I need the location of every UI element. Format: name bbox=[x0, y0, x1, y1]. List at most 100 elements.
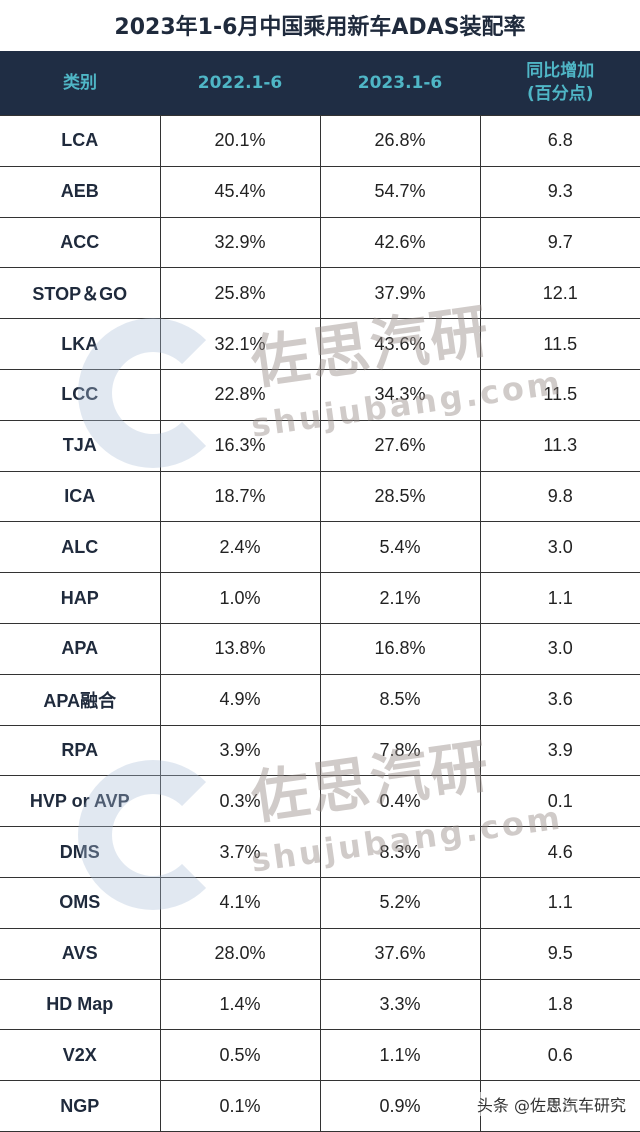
table-row: ACC 32.9% 42.6% 9.7 bbox=[0, 216, 640, 269]
cell-increase: 1.1 bbox=[479, 572, 640, 624]
cell-category: ALC bbox=[0, 521, 161, 574]
cell-increase: 3.0 bbox=[479, 622, 640, 675]
table-row: ALC 2.4% 5.4% 3.0 bbox=[0, 521, 640, 574]
table-row: LCC 22.8% 34.3% 11.5 bbox=[0, 368, 640, 421]
cell-2023: 0.9% bbox=[319, 1080, 481, 1132]
table-row: LKA 32.1% 43.6% 11.5 bbox=[0, 318, 640, 370]
table-row: STOP＆GO 25.8% 37.9% 12.1 bbox=[0, 267, 640, 320]
cell-2023: 26.8% bbox=[319, 115, 481, 167]
cell-category: LKA bbox=[0, 318, 161, 370]
table-row: HVP or AVP 0.3% 0.4% 0.1 bbox=[0, 775, 640, 828]
cell-2022: 0.3% bbox=[159, 775, 321, 828]
cell-increase: 6.8 bbox=[479, 115, 640, 167]
cell-category: HVP or AVP bbox=[0, 775, 161, 828]
source-credit: 头条 @佐思汽车研究 bbox=[476, 1092, 626, 1116]
cell-increase: 3.6 bbox=[479, 673, 640, 726]
cell-2022: 2.4% bbox=[159, 521, 321, 574]
table-row: APA 13.8% 16.8% 3.0 bbox=[0, 622, 640, 675]
cell-category: HAP bbox=[0, 572, 161, 624]
cell-increase: 11.5 bbox=[479, 318, 640, 370]
cell-2022: 32.1% bbox=[159, 318, 321, 370]
cell-category: DMS bbox=[0, 826, 161, 878]
cell-increase: 11.3 bbox=[479, 419, 640, 472]
cell-category: HD Map bbox=[0, 978, 161, 1031]
cell-2022: 32.9% bbox=[159, 216, 321, 269]
table-row: V2X 0.5% 1.1% 0.6 bbox=[0, 1029, 640, 1082]
cell-increase: 11.5 bbox=[479, 368, 640, 421]
cell-2022: 13.8% bbox=[159, 622, 321, 675]
cell-increase: 3.0 bbox=[479, 521, 640, 574]
header-category: 类别 bbox=[0, 51, 160, 116]
table-row: TJA 16.3% 27.6% 11.3 bbox=[0, 419, 640, 472]
cell-category: V2X bbox=[0, 1029, 161, 1082]
cell-increase: 9.8 bbox=[479, 470, 640, 523]
cell-category: RPA bbox=[0, 724, 161, 777]
cell-category: OMS bbox=[0, 876, 161, 929]
cell-category: LCA bbox=[0, 115, 161, 167]
cell-2022: 25.8% bbox=[159, 267, 321, 320]
cell-2023: 0.4% bbox=[319, 775, 481, 828]
cell-2022: 1.4% bbox=[159, 978, 321, 1031]
cell-category: ICA bbox=[0, 470, 161, 523]
cell-2023: 37.6% bbox=[319, 927, 481, 980]
table-row: HD Map 1.4% 3.3% 1.8 bbox=[0, 978, 640, 1031]
cell-2023: 16.8% bbox=[319, 622, 481, 675]
cell-2023: 54.7% bbox=[319, 165, 481, 218]
cell-category: TJA bbox=[0, 419, 161, 472]
cell-2022: 22.8% bbox=[159, 368, 321, 421]
cell-increase: 12.1 bbox=[479, 267, 640, 320]
cell-category: APA融合 bbox=[0, 673, 161, 726]
header-2022: 2022.1-6 bbox=[160, 51, 320, 116]
adas-table: 类别 2022.1-6 2023.1-6 同比增加 (百分点) LCA 20.1% 2… bbox=[0, 51, 640, 1132]
cell-2023: 8.3% bbox=[319, 826, 481, 878]
cell-2023: 3.3% bbox=[319, 978, 481, 1031]
table-row: HAP 1.0% 2.1% 1.1 bbox=[0, 572, 640, 624]
page-title: 2023年1-6月中国乘用新车ADAS装配率 bbox=[114, 15, 526, 40]
cell-2022: 1.0% bbox=[159, 572, 321, 624]
cell-category: LCC bbox=[0, 368, 161, 421]
cell-2023: 42.6% bbox=[319, 216, 481, 269]
table-row: APA融合 4.9% 8.5% 3.6 bbox=[0, 673, 640, 726]
cell-increase: 4.6 bbox=[479, 826, 640, 878]
cell-2023: 2.1% bbox=[319, 572, 481, 624]
cell-increase: 9.5 bbox=[479, 927, 640, 980]
cell-2023: 1.1% bbox=[319, 1029, 481, 1082]
cell-category: STOP＆GO bbox=[0, 267, 161, 320]
cell-increase: 9.7 bbox=[479, 216, 640, 269]
cell-2022: 4.1% bbox=[159, 876, 321, 929]
cell-2022: 0.1% bbox=[159, 1080, 321, 1132]
cell-increase: 0.1 bbox=[479, 775, 640, 828]
table-row: OMS 4.1% 5.2% 1.1 bbox=[0, 876, 640, 929]
cell-2022: 0.5% bbox=[159, 1029, 321, 1082]
cell-2022: 3.7% bbox=[159, 826, 321, 878]
cell-2022: 4.9% bbox=[159, 673, 321, 726]
table-row: RPA 3.9% 7.8% 3.9 bbox=[0, 724, 640, 777]
cell-2023: 34.3% bbox=[319, 368, 481, 421]
cell-2023: 5.2% bbox=[319, 876, 481, 929]
table-row: ICA 18.7% 28.5% 9.8 bbox=[0, 470, 640, 523]
cell-2023: 28.5% bbox=[319, 470, 481, 523]
cell-2023: 27.6% bbox=[319, 419, 481, 472]
cell-category: ACC bbox=[0, 216, 161, 269]
table-row: AVS 28.0% 37.6% 9.5 bbox=[0, 927, 640, 980]
cell-2022: 28.0% bbox=[159, 927, 321, 980]
cell-2022: 16.3% bbox=[159, 419, 321, 472]
cell-increase: 0.6 bbox=[479, 1029, 640, 1082]
table-header-row: 类别 2022.1-6 2023.1-6 同比增加 (百分点) bbox=[0, 51, 640, 116]
table-row: AEB 45.4% 54.7% 9.3 bbox=[0, 165, 640, 218]
cell-2022: 18.7% bbox=[159, 470, 321, 523]
cell-2023: 5.4% bbox=[319, 521, 481, 574]
table-row: LCA 20.1% 26.8% 6.8 bbox=[0, 115, 640, 167]
table-row: DMS 3.7% 8.3% 4.6 bbox=[0, 826, 640, 878]
cell-increase: 3.9 bbox=[479, 724, 640, 777]
cell-increase: 9.3 bbox=[479, 165, 640, 218]
cell-2022: 3.9% bbox=[159, 724, 321, 777]
cell-category: AVS bbox=[0, 927, 161, 980]
cell-category: NGP bbox=[0, 1080, 161, 1132]
cell-2023: 8.5% bbox=[319, 673, 481, 726]
cell-2023: 37.9% bbox=[319, 267, 481, 320]
cell-category: AEB bbox=[0, 165, 161, 218]
cell-2023: 7.8% bbox=[319, 724, 481, 777]
cell-2022: 20.1% bbox=[159, 115, 321, 167]
header-increase: 同比增加 (百分点) bbox=[480, 51, 640, 116]
